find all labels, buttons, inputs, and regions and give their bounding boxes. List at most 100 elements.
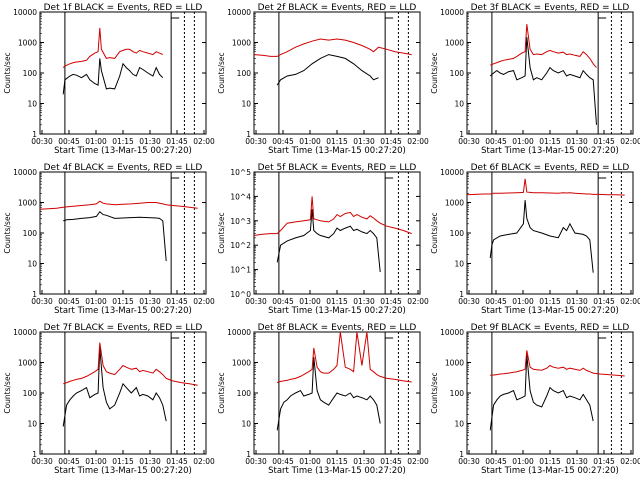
y-tick-label: 1 [246, 130, 251, 139]
chart-panel-2: Det 2f BLACK = Events, RED = LLD 1 10 100 10… [217, 3, 429, 156]
x-tick-label: 01:30 [139, 457, 161, 466]
y-tick-label: 1000 [18, 199, 37, 208]
panel-title: Det 3f BLACK = Events, RED = LLD [471, 3, 630, 13]
y-axis-label: Counts/sec [430, 52, 439, 93]
chart-panel-6: Det 6f BLACK = Events, RED = LLD 1 10 100 10… [430, 163, 640, 316]
chart-panel-7: Det 7f BLACK = Events, RED = LLD 1 10 100 10… [3, 323, 215, 476]
x-tick-label: 01:15 [539, 297, 561, 306]
series-line-events [489, 354, 594, 431]
panel-title: Det 6f BLACK = Events, RED = LLD [471, 163, 630, 173]
x-tick-label: 02:00 [407, 297, 429, 306]
y-axis-label: Counts/sec [430, 212, 439, 253]
y-tick-label: 10 [27, 100, 37, 109]
y-tick-label: 1000 [445, 39, 464, 48]
y-tick-label: 1 [32, 450, 37, 459]
y-tick-label: 10 [241, 100, 251, 109]
x-tick-label: 01:45 [593, 137, 615, 146]
y-tick-label: 1 [459, 450, 464, 459]
y-tick-label: 100 [23, 229, 38, 238]
chart-panel-5: Det 5f BLACK = Events, RED = LLD 10^0 10^1… [217, 163, 429, 316]
x-axis-label: Start Time (13-Mar-15 00:27:20) [481, 306, 619, 316]
chart-panel-1: Det 1f BLACK = Events, RED = LLD 1 10 100 10… [3, 3, 215, 156]
y-tick-label: 10^1 [230, 266, 251, 275]
series-line-events [63, 210, 167, 262]
y-tick-label: 10^0 [230, 290, 251, 299]
y-tick-label: 100 [23, 389, 38, 398]
y-tick-label: 1000 [18, 359, 37, 368]
y-tick-label: 100 [23, 69, 38, 78]
x-tick-label: 02:00 [407, 137, 429, 146]
x-axis-label: Start Time (13-Mar-15 00:27:20) [268, 146, 406, 156]
x-axis-label: Start Time (13-Mar-15 00:27:20) [268, 306, 406, 316]
y-tick-label: 100 [450, 389, 465, 398]
chart-panel-4: Det 4f BLACK = Events, RED = LLD 1 10 100 10… [3, 163, 215, 316]
x-tick-label: 01:00 [85, 137, 107, 146]
x-tick-label: 01:00 [299, 457, 321, 466]
x-tick-label: 01:45 [166, 457, 188, 466]
x-tick-label: 01:30 [139, 137, 161, 146]
x-tick-label: 01:30 [566, 137, 588, 146]
panel-title: Det 1f BLACK = Events, RED = LLD [44, 3, 203, 13]
x-tick-label: 01:00 [299, 137, 321, 146]
x-tick-label: 00:30 [245, 137, 267, 146]
x-tick-label: 00:45 [58, 457, 80, 466]
y-tick-label: 10^3 [230, 217, 251, 226]
series-line-lld [253, 196, 412, 236]
panel-title: Det 9f BLACK = Events, RED = LLD [471, 323, 630, 333]
y-axis-label: Counts/sec [3, 372, 12, 413]
y-tick-label: 10 [27, 420, 37, 429]
x-tick-label: 00:30 [245, 297, 267, 306]
x-tick-label: 00:45 [485, 457, 507, 466]
x-tick-label: 01:45 [593, 297, 615, 306]
x-axis-label: Start Time (13-Mar-15 00:27:20) [54, 146, 192, 156]
y-tick-label: 100 [237, 69, 252, 78]
x-tick-label: 00:45 [485, 137, 507, 146]
series-line-lld [62, 27, 164, 68]
x-tick-label: 00:30 [245, 457, 267, 466]
x-axis-label: Start Time (13-Mar-15 00:27:20) [481, 466, 619, 476]
x-tick-label: 01:30 [353, 457, 375, 466]
x-tick-label: 01:00 [85, 457, 107, 466]
x-tick-label: 01:15 [112, 137, 134, 146]
x-tick-label: 01:15 [539, 137, 561, 146]
series-line-lld [490, 24, 597, 68]
y-tick-label: 10^5 [230, 168, 251, 177]
y-tick-label: 10000 [440, 168, 464, 177]
panel-title: Det 2f BLACK = Events, RED = LLD [258, 3, 417, 13]
x-tick-label: 01:15 [539, 457, 561, 466]
y-tick-label: 10000 [227, 328, 251, 337]
y-axis-label: Counts/sec [3, 212, 12, 253]
y-tick-label: 1 [459, 290, 464, 299]
y-axis-label: Counts/sec [217, 212, 226, 253]
x-tick-label: 01:00 [299, 297, 321, 306]
x-tick-label: 02:00 [193, 297, 215, 306]
x-axis-label: Start Time (13-Mar-15 00:27:20) [268, 466, 406, 476]
x-tick-label: 00:30 [31, 457, 53, 466]
x-tick-label: 01:15 [326, 297, 348, 306]
x-tick-label: 00:30 [458, 137, 480, 146]
series-line-lld [490, 350, 625, 377]
x-tick-label: 01:15 [326, 457, 348, 466]
series-line-events [489, 37, 597, 125]
x-tick-label: 00:45 [58, 137, 80, 146]
x-tick-label: 01:45 [166, 297, 188, 306]
series-line-events [276, 209, 381, 273]
y-tick-label: 1 [459, 130, 464, 139]
y-axis-label: Counts/sec [430, 372, 439, 413]
x-tick-label: 01:00 [512, 137, 534, 146]
x-tick-label: 01:15 [112, 457, 134, 466]
y-tick-label: 10 [454, 100, 464, 109]
x-tick-label: 01:45 [380, 297, 402, 306]
series-line-events [489, 200, 594, 273]
x-tick-label: 00:45 [485, 297, 507, 306]
y-tick-label: 10 [454, 260, 464, 269]
x-tick-label: 01:45 [380, 457, 402, 466]
y-tick-label: 1000 [232, 39, 251, 48]
y-tick-label: 100 [237, 389, 252, 398]
series-line-lld [63, 342, 198, 386]
y-tick-label: 10000 [440, 328, 464, 337]
x-tick-label: 01:45 [380, 137, 402, 146]
y-tick-label: 10 [454, 420, 464, 429]
x-tick-label: 00:30 [31, 297, 53, 306]
series-line-lld [253, 38, 412, 57]
